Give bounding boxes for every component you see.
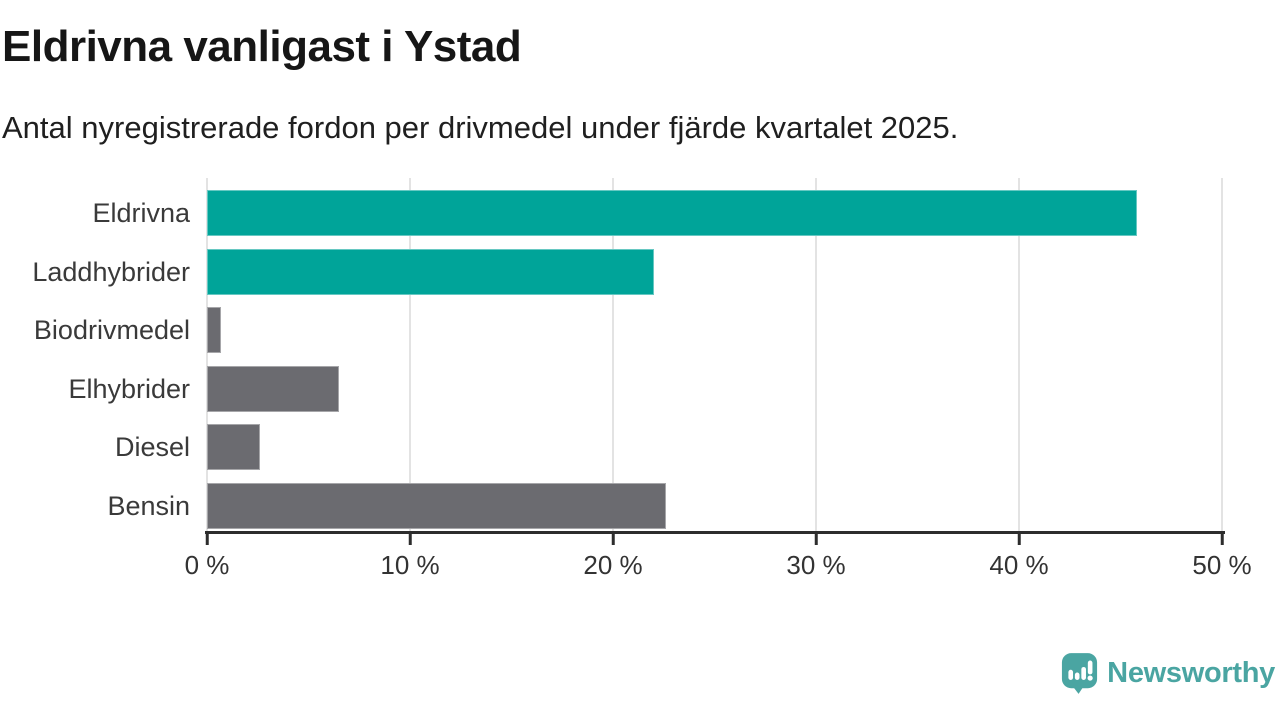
x-axis-tick-marks xyxy=(205,534,1224,546)
gridline xyxy=(409,178,411,531)
x-axis-tick xyxy=(205,534,209,545)
category-label-diesel: Diesel xyxy=(114,432,190,463)
x-axis-tick-label: 10 % xyxy=(380,550,440,580)
newsworthy-logo: Newsworthy xyxy=(1061,652,1275,694)
category-label-laddhybrider: Laddhybrider xyxy=(32,256,190,287)
x-axis-tick xyxy=(1220,534,1224,545)
bar-eldrivna xyxy=(207,190,1137,236)
x-axis-tick xyxy=(611,534,615,545)
x-axis-tick xyxy=(408,534,412,545)
x-axis-tick-label: 50 % xyxy=(1192,550,1252,580)
gridline xyxy=(206,178,208,531)
x-axis-line xyxy=(205,531,1225,534)
category-labels: Eldrivna Laddhybrider Biodrivmedel Elhybrid… xyxy=(0,178,190,531)
chart-subtitle: Antal nyregistrerade fordon per drivmede… xyxy=(2,110,959,145)
x-axis-tick-label: 0 % xyxy=(184,550,230,580)
bar-bensin xyxy=(207,483,666,529)
x-axis-tick-label: 20 % xyxy=(583,550,643,580)
category-label-bensin: Bensin xyxy=(107,491,190,521)
plot-area xyxy=(206,178,1223,531)
bar-elhybrider xyxy=(207,365,339,412)
bar-laddhybrider xyxy=(207,248,654,295)
gridline xyxy=(1018,178,1020,531)
bar-biodrivmedel xyxy=(207,307,222,354)
x-axis-tick-label: 30 % xyxy=(786,550,846,580)
newsworthy-wordmark: Newsworthy xyxy=(1107,656,1275,689)
category-label-elhybrider: Elhybrider xyxy=(68,373,190,404)
gridline xyxy=(815,178,817,531)
chart-title: Eldrivna vanligast i Ystad xyxy=(2,22,522,71)
gridline xyxy=(1221,178,1223,531)
category-label-eldrivna: Eldrivna xyxy=(92,198,190,228)
x-axis-tick xyxy=(814,534,818,545)
bar-diesel xyxy=(207,424,260,471)
x-axis-tick-label: 40 % xyxy=(989,550,1049,580)
category-label-biodrivmedel: Biodrivmedel xyxy=(33,315,190,346)
gridline xyxy=(612,178,614,531)
bar-chart: Eldrivna Laddhybrider Biodrivmedel Elhybrid… xyxy=(0,178,1252,580)
x-axis-tick-labels: 0 % 10 % 20 % 30 % 40 % 50 % xyxy=(185,550,1252,580)
newsworthy-bubble-chart-icon xyxy=(1062,653,1098,694)
x-axis-tick xyxy=(1017,534,1021,545)
